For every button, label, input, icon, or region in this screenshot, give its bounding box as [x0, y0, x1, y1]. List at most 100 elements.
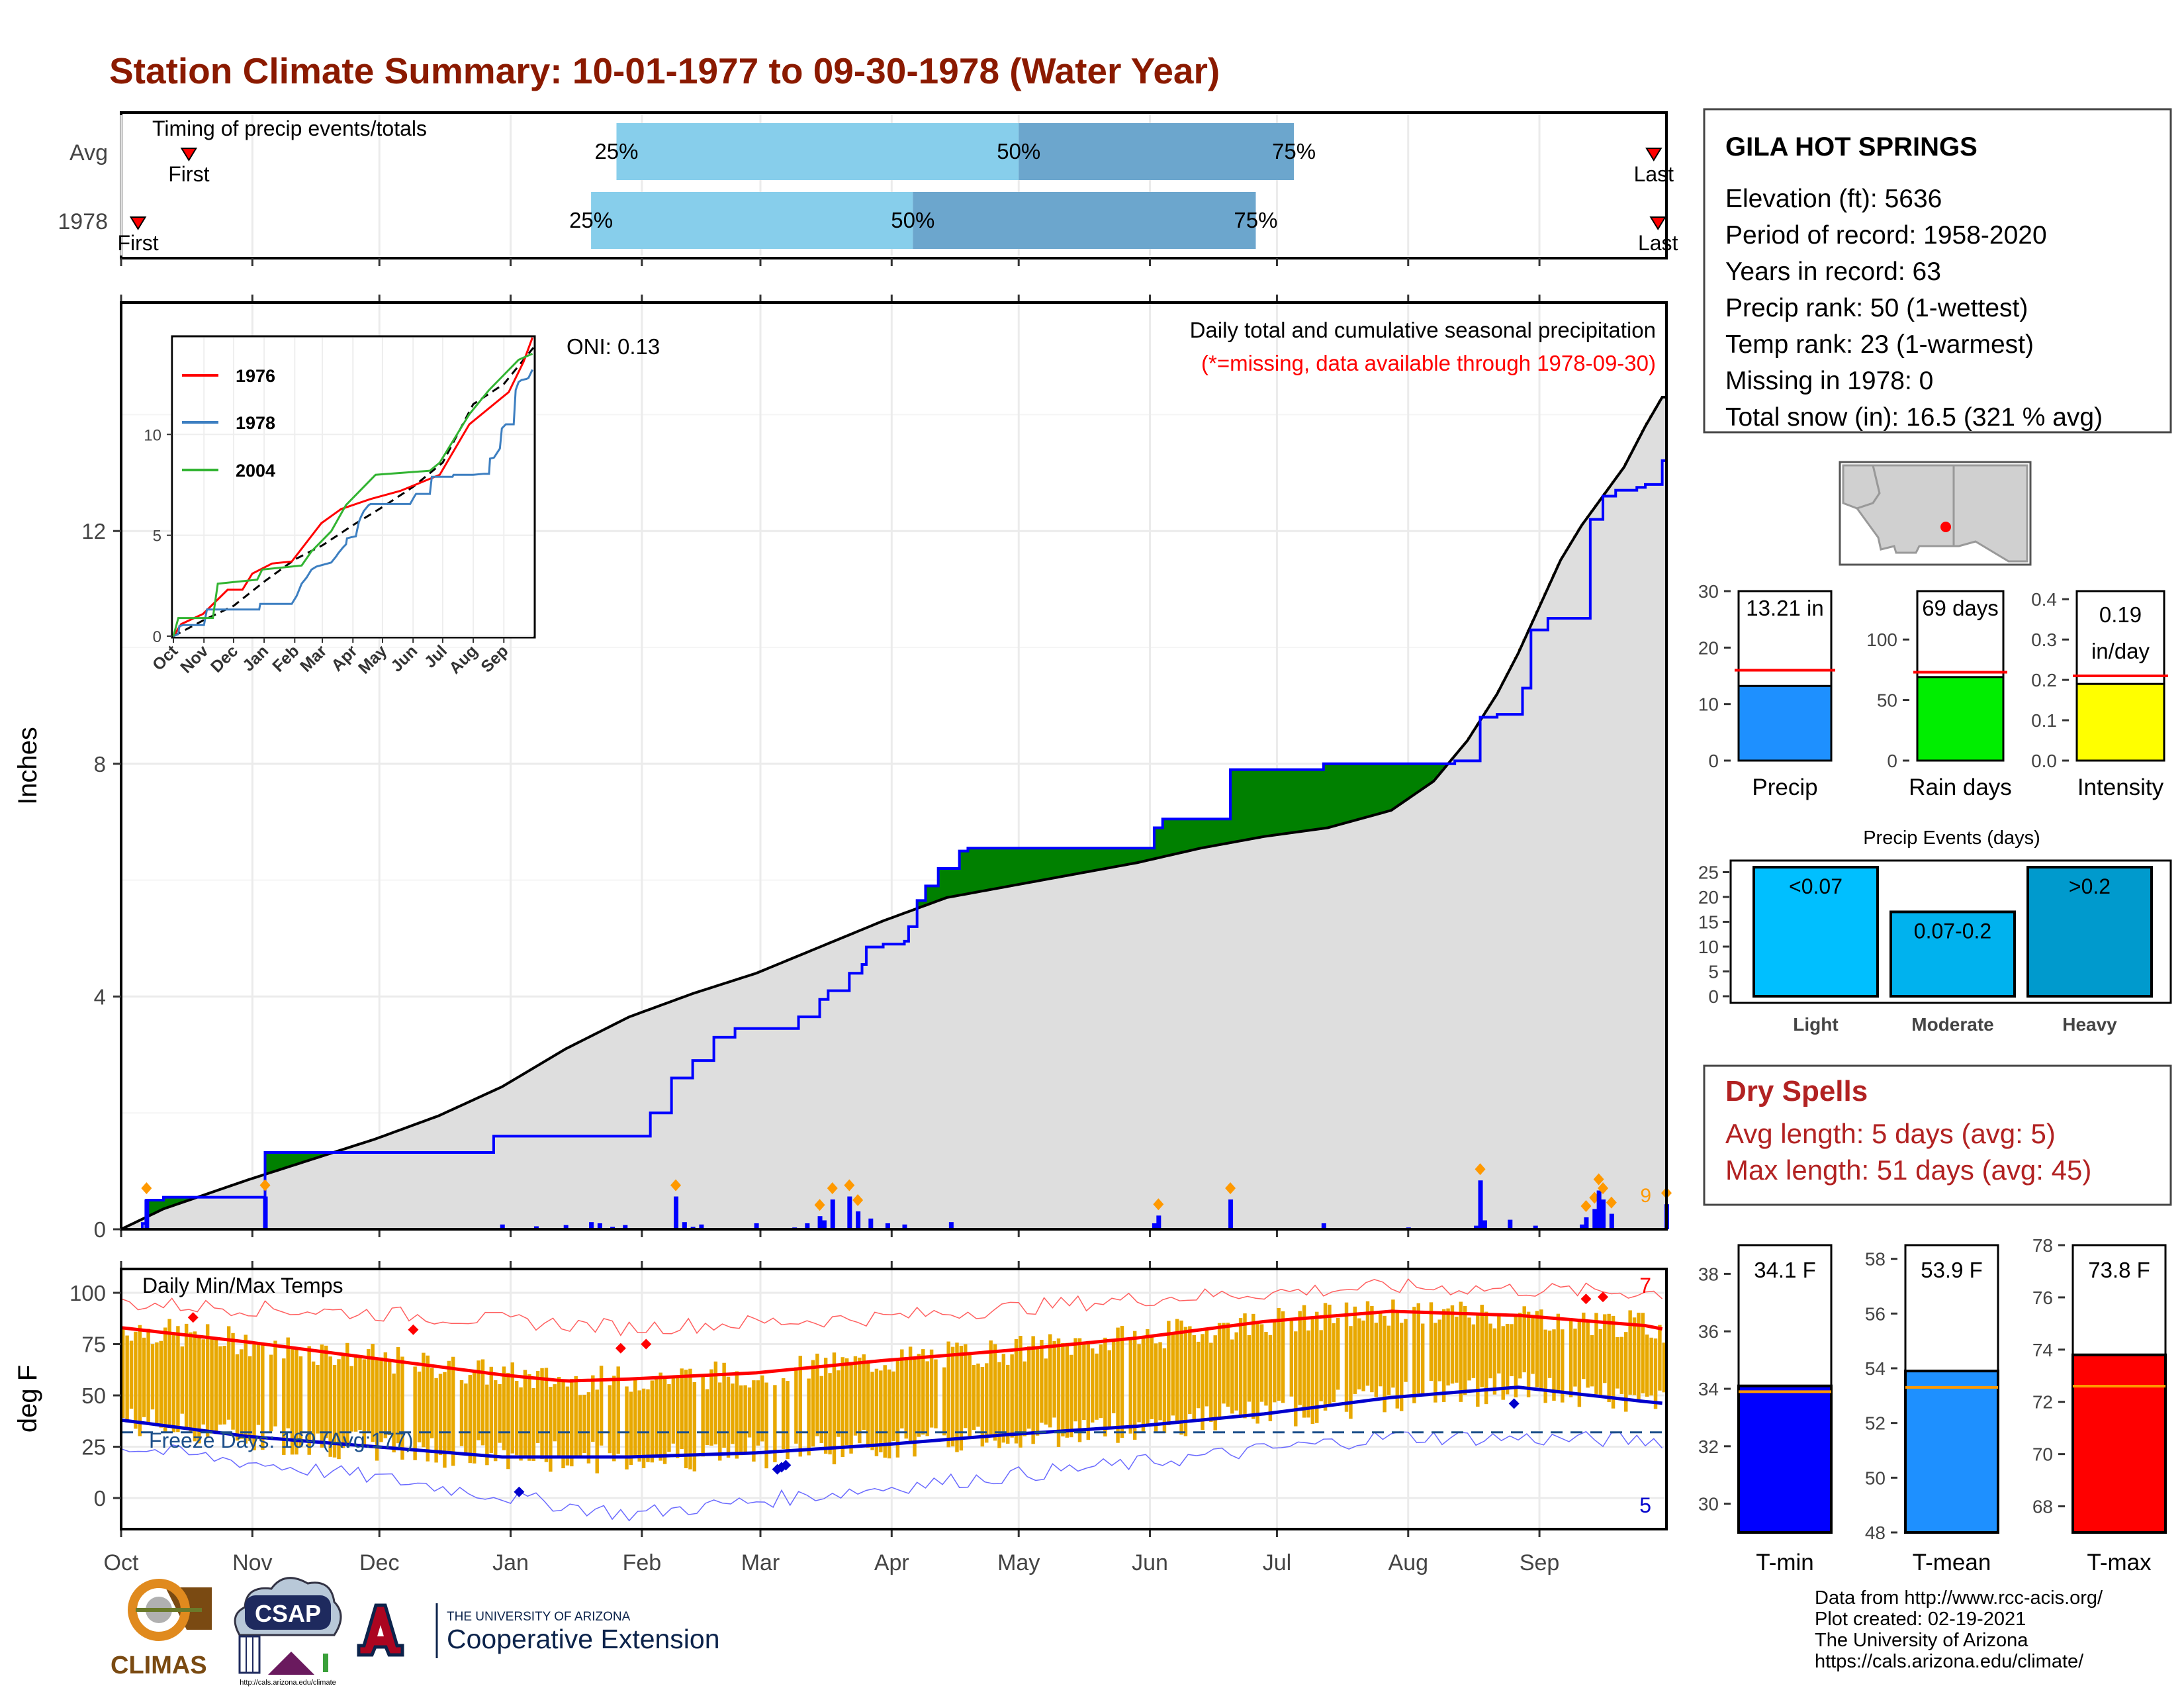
daily-temp-bar: [1514, 1315, 1518, 1397]
surplus-area: [269, 1152, 274, 1173]
surplus-area: [1065, 848, 1070, 876]
inset-y-label: 10: [144, 426, 161, 444]
daily-temp-bar: [844, 1358, 849, 1446]
daily-temp-bar: [659, 1372, 662, 1461]
daily-temp-bar: [1001, 1354, 1006, 1443]
surplus-area: [311, 1152, 316, 1159]
timing-first-marker: [129, 216, 147, 230]
surplus-area: [316, 1152, 321, 1158]
surplus-area: [976, 848, 981, 892]
record-precip-marker: [1475, 1163, 1486, 1176]
surplus-area: [1209, 819, 1214, 847]
daily-temp-bar: [692, 1382, 697, 1472]
daily-precip-bar: [1152, 1223, 1157, 1229]
station-location-marker: [1940, 522, 1951, 532]
daily-temp-bar: [1099, 1344, 1103, 1419]
daily-temp-bar: [786, 1381, 790, 1460]
daily-temp-bar: [307, 1346, 311, 1455]
events-tick-label: 20: [1698, 887, 1719, 908]
record-precip-marker: [1598, 1182, 1609, 1194]
daily-temp-bar: [1378, 1311, 1383, 1387]
daily-temp-bar: [629, 1391, 633, 1466]
inset-average-line: [173, 347, 535, 637]
surplus-area: [1399, 763, 1404, 804]
daily-temp-bar: [1399, 1323, 1404, 1411]
daily-temp-bar: [633, 1378, 637, 1456]
oni-label: ONI: 0.13: [567, 334, 660, 359]
month-label-nov: Nov: [232, 1550, 272, 1575]
daily-temp-bar: [1446, 1308, 1450, 1385]
daily-temp-bar: [1615, 1336, 1619, 1389]
surplus-area: [1251, 769, 1257, 839]
daily-temp-bar: [290, 1347, 295, 1455]
daily-precip-bar: [1584, 1217, 1589, 1229]
daily-temp-bar: [858, 1357, 862, 1444]
surplus-area: [1183, 819, 1189, 852]
timing-first-label: First: [117, 231, 158, 255]
daily-temp-bar: [832, 1352, 837, 1465]
events-bar-label: 0.07-0.2: [1914, 919, 1991, 943]
daily-temp-bar: [1370, 1305, 1374, 1393]
daily-precip-bar: [563, 1225, 569, 1229]
daily-temp-bar: [1077, 1338, 1082, 1442]
daily-temp-bar: [722, 1362, 726, 1448]
daily-temp-bar: [1594, 1313, 1598, 1395]
precip-summary-tick-label: 0: [1708, 751, 1719, 771]
daily-temp-bar: [1107, 1350, 1111, 1429]
daily-temp-bar: [650, 1380, 655, 1463]
temperature-summary-bars: 38 36 34 32 30 34.1 F T-min 58 56 54 52 50 48 53.9 F T…: [1698, 1235, 2167, 1575]
daily-temp-bar: [1315, 1311, 1319, 1423]
daily-temp-bar: [1167, 1321, 1171, 1426]
timing-p50-label: 50%: [891, 208, 934, 232]
daily-temp-bar: [1294, 1331, 1298, 1427]
tmin-summary-tick-label: 38: [1698, 1264, 1719, 1284]
dry-spells-title: Dry Spells: [1725, 1075, 1868, 1107]
daily-temp-bar: [506, 1372, 510, 1470]
surplus-area: [1167, 819, 1172, 856]
surplus-area: [180, 1197, 185, 1203]
surplus-area: [1175, 819, 1180, 854]
surplus-area: [1111, 848, 1116, 867]
surplus-area: [1107, 848, 1113, 868]
daily-temp-bar: [1251, 1313, 1255, 1419]
surplus-area: [150, 1200, 156, 1214]
daily-temp-bar: [1607, 1313, 1611, 1403]
rain-days-summary-xlabel: Rain days: [1909, 774, 2012, 800]
events-category-label: Heavy: [2062, 1014, 2117, 1035]
events-bar-light: [1752, 866, 1879, 998]
tmax-summary-value-label: 73.8 F: [2088, 1258, 2150, 1282]
daily-temp-bar: [180, 1346, 184, 1414]
surplus-area: [997, 848, 1003, 888]
surplus-area: [1226, 819, 1231, 843]
daily-temp-bar: [1230, 1339, 1234, 1414]
month-label-aug: Aug: [1388, 1550, 1429, 1575]
surplus-area: [1027, 848, 1032, 883]
daily-temp-bar: [1590, 1335, 1594, 1387]
record-precip-marker: [1225, 1182, 1236, 1194]
daily-temp-bar: [921, 1349, 925, 1435]
daily-temp-bar: [489, 1366, 493, 1454]
daily-temp-bar: [1006, 1364, 1010, 1444]
temp-y-tick-label: 25: [81, 1435, 106, 1460]
dry-spells-avg: Avg length: 5 days (avg: 5): [1725, 1118, 2056, 1149]
inset-legend-1978: 1978: [236, 413, 275, 433]
month-label-feb: Feb: [623, 1550, 662, 1575]
timing-bar-q3-1978: [913, 192, 1256, 249]
daily-temp-bar: [231, 1333, 235, 1430]
daily-temp-bar: [121, 1328, 125, 1419]
surplus-area: [1095, 848, 1100, 870]
events-bar-moderate: [1889, 910, 2016, 998]
daily-temp-bar: [1420, 1323, 1425, 1396]
daily-temp-bar: [214, 1339, 218, 1434]
surplus-area: [1006, 848, 1011, 886]
daily-temp-bar: [735, 1371, 739, 1459]
daily-temp-bar: [870, 1372, 874, 1450]
station-info-box: GILA HOT SPRINGS Elevation (ft): 5636 Pe…: [1703, 108, 2172, 434]
dry-spells-box: Dry Spells Avg length: 5 days (avg: 5) M…: [1703, 1064, 2172, 1206]
daily-temp-bar: [934, 1359, 938, 1429]
daily-precip-bar: [1474, 1225, 1479, 1229]
daily-temp-bar: [866, 1363, 870, 1448]
precip-summary-tick-label: 10: [1698, 694, 1719, 715]
daily-temp-bar: [828, 1373, 832, 1455]
daily-temp-bar: [417, 1372, 422, 1442]
